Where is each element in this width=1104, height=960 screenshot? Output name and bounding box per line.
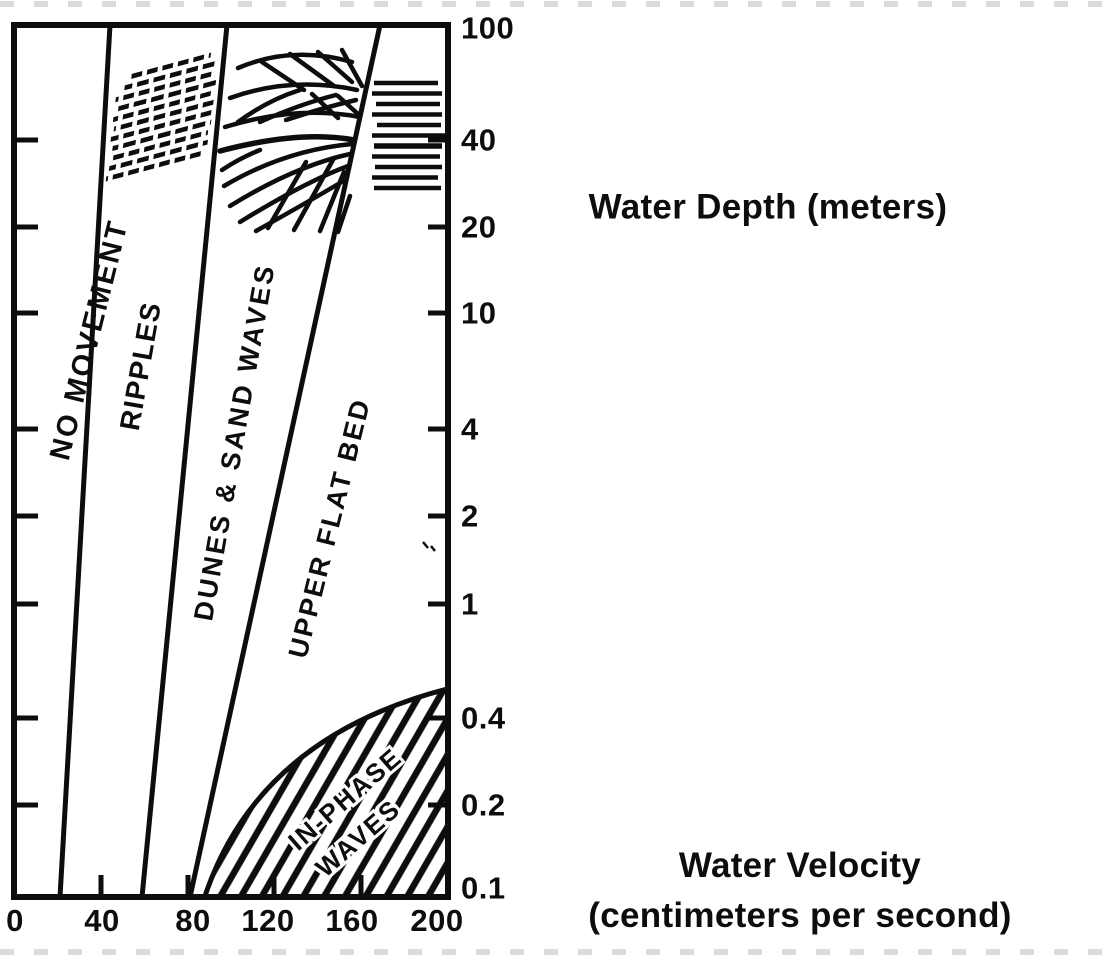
- y-tick-label: 0.4: [461, 700, 506, 736]
- x-tick-label: 120: [241, 903, 295, 938]
- scan-noise-bottom: [0, 949, 1104, 955]
- in-phase-waves-hatch: [202, 686, 448, 897]
- y-tick-label: 0.2: [461, 787, 506, 823]
- dunes-pattern-illustration: [217, 47, 365, 235]
- x-axis-title-line1: Water Velocity: [678, 846, 922, 885]
- y-tick-label: 1: [461, 586, 479, 622]
- scan-artifact: [422, 541, 436, 552]
- x-tick-label: 200: [410, 903, 464, 938]
- flat-bed-pattern-illustration: [372, 80, 447, 191]
- tick-marks: [14, 137, 448, 897]
- boundary-no-movement-ripples: [57, 24, 113, 898]
- bottom-axis-ticks: [98, 875, 364, 897]
- y-tick-label: 20: [461, 209, 497, 245]
- x-axis-title: Water Velocity (centimeters per second): [588, 841, 1011, 941]
- y-tick-label: 10: [461, 295, 497, 331]
- diagram-canvas: [11, 22, 451, 900]
- right-axis-ticks: [428, 137, 448, 808]
- boundary-dunes-upper-flat-bed: [187, 24, 383, 898]
- scan-noise-top: [0, 1, 1104, 7]
- x-tick-label: 40: [84, 903, 120, 938]
- y-tick-label: 40: [461, 122, 497, 158]
- x-tick-label: 80: [175, 903, 211, 938]
- x-tick-label: 160: [325, 903, 379, 938]
- y-tick-label: 100: [461, 10, 515, 46]
- boundary-lines: [57, 24, 383, 898]
- left-axis-ticks: [14, 137, 38, 808]
- y-tick-label: 2: [461, 498, 479, 534]
- y-axis-title: Water Depth (meters): [588, 187, 948, 227]
- x-tick-label: 0: [6, 903, 24, 938]
- y-tick-label: 4: [461, 411, 479, 447]
- ripples-pattern-illustration: [105, 52, 217, 182]
- boundary-ripples-dunes: [139, 24, 230, 898]
- y-tick-label: 0.1: [461, 870, 506, 906]
- x-axis-title-line2: (centimeters per second): [588, 896, 1012, 935]
- plot-frame: [11, 22, 451, 900]
